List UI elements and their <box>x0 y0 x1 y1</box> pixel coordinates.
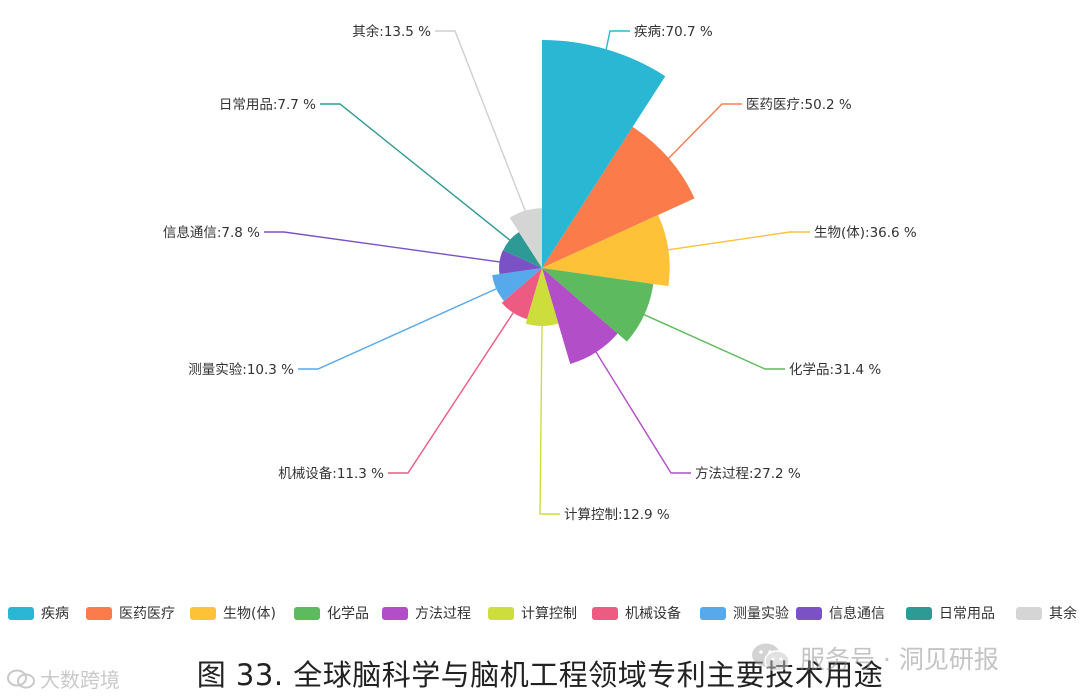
watermark-left: 大数跨境 <box>6 664 120 693</box>
label-leader-line <box>298 288 497 370</box>
label-leader-line <box>539 325 560 515</box>
rose-slice <box>499 250 542 275</box>
data-label: 信息通信:7.8 % <box>163 224 260 241</box>
data-label: 医药医疗:50.2 % <box>746 97 852 113</box>
data-label: 疾病:70.7 % <box>634 24 713 40</box>
legend-swatch <box>592 606 618 620</box>
wechat-icon <box>752 643 790 672</box>
label-leader-line <box>264 231 500 263</box>
legend-item[interactable]: 医药医疗 <box>86 603 175 623</box>
legend-label: 日常用品 <box>939 606 995 622</box>
label-leader-line <box>388 312 514 474</box>
label-leader-line <box>668 103 742 159</box>
rose-slice <box>503 232 542 268</box>
legend-swatch <box>1016 606 1042 620</box>
rose-slice <box>542 126 695 269</box>
legend-swatch <box>700 606 726 620</box>
label-leader-line <box>595 351 691 474</box>
legend-label: 测量实验 <box>733 606 789 622</box>
legend-item[interactable]: 计算控制 <box>488 603 577 623</box>
chart-legend: 疾病 医药医疗 生物(体) 化学品 方法过程 计算控制 机械设备 测量实验 信息通信 日常用品 其余 <box>0 600 1080 626</box>
data-label: 日常用品:7.7 % <box>219 97 316 113</box>
legend-swatch <box>8 606 34 620</box>
legend-item[interactable]: 生物(体) <box>190 603 276 623</box>
label-leader-line <box>320 103 511 241</box>
data-label: 机械设备:11.3 % <box>278 465 384 482</box>
data-label: 计算控制:12.9 % <box>564 507 670 523</box>
legend-item[interactable]: 机械设备 <box>592 603 681 623</box>
legend-label: 生物(体) <box>223 606 276 622</box>
rose-slice <box>509 208 542 268</box>
legend-item[interactable]: 信息通信 <box>796 603 885 623</box>
rose-slice <box>501 268 542 320</box>
label-leader-lines <box>264 30 810 515</box>
legend-item[interactable]: 其余 <box>1016 603 1077 623</box>
legend-swatch <box>86 606 112 620</box>
rose-slice <box>525 268 559 326</box>
watermark-right: 服务号 · 洞见研报 <box>750 640 999 676</box>
legend-label: 其余 <box>1049 606 1077 622</box>
legend-label: 化学品 <box>327 606 369 622</box>
rose-slice <box>542 40 666 268</box>
legend-label: 信息通信 <box>829 606 885 622</box>
data-label: 化学品:31.4 % <box>789 362 881 378</box>
chat-bubbles-icon <box>7 669 35 688</box>
legend-item[interactable]: 测量实验 <box>700 603 789 623</box>
legend-label: 机械设备 <box>625 606 681 622</box>
legend-swatch <box>190 606 216 620</box>
legend-item[interactable]: 化学品 <box>294 603 369 623</box>
data-label: 其余:13.5 % <box>352 23 431 40</box>
data-label: 测量实验:10.3 % <box>188 362 294 378</box>
legend-item[interactable]: 方法过程 <box>382 603 471 623</box>
legend-swatch <box>382 606 408 620</box>
rose-slice <box>542 268 618 364</box>
label-leader-line <box>668 231 810 251</box>
legend-item[interactable]: 日常用品 <box>906 603 995 623</box>
legend-label: 疾病 <box>41 606 69 622</box>
label-leader-line <box>605 30 630 50</box>
legend-label: 计算控制 <box>521 606 577 622</box>
legend-label: 方法过程 <box>415 606 471 622</box>
data-label: 生物(体):36.6 % <box>814 225 917 241</box>
rose-slice <box>492 268 542 301</box>
rose-slice <box>542 268 654 342</box>
data-labels: 疾病:70.7 % 医药医疗:50.2 % 生物(体):36.6 % 化学品:31.4… <box>163 23 917 523</box>
watermark-left-text: 大数跨境 <box>40 668 120 692</box>
watermark-right-text: 服务号 · 洞见研报 <box>800 645 999 674</box>
legend-swatch <box>906 606 932 620</box>
label-leader-line <box>643 314 785 370</box>
legend-swatch <box>294 606 320 620</box>
rose-chart: 疾病:70.7 % 医药医疗:50.2 % 生物(体):36.6 % 化学品:31.4… <box>163 23 917 523</box>
data-label: 方法过程:27.2 % <box>695 466 801 482</box>
rose-slices <box>492 40 695 364</box>
legend-label: 医药医疗 <box>119 606 175 622</box>
legend-item[interactable]: 疾病 <box>8 603 69 623</box>
rose-slice <box>542 214 670 287</box>
label-leader-line <box>435 30 526 211</box>
legend-swatch <box>796 606 822 620</box>
legend-swatch <box>488 606 514 620</box>
